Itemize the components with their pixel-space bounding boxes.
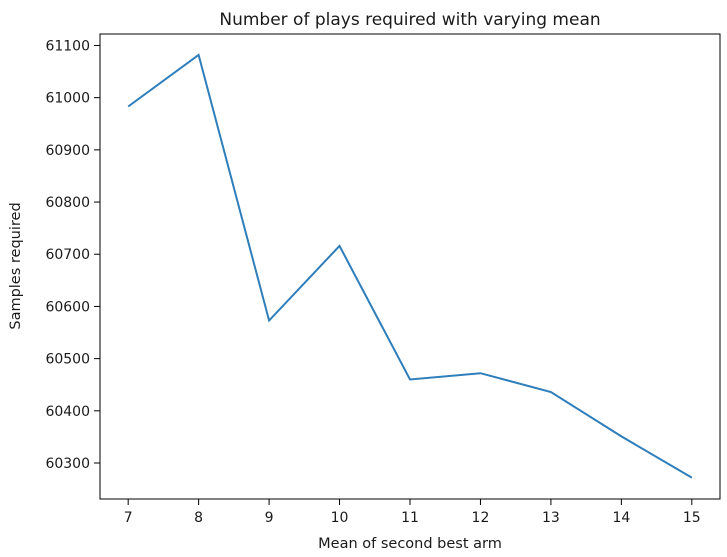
y-tick-label: 60400 bbox=[45, 404, 90, 420]
plot-area: 7 8 9 10 11 12 13 14 15 60300 60400 60500 60600 6070… bbox=[45, 33, 721, 526]
x-tick-label: 14 bbox=[612, 510, 630, 526]
axes-frame bbox=[99, 33, 721, 500]
y-tick-label: 60600 bbox=[45, 299, 90, 315]
x-tick-label: 10 bbox=[331, 510, 349, 526]
chart-title: Number of plays required with varying me… bbox=[219, 10, 600, 30]
y-tick-label: 60900 bbox=[45, 143, 90, 159]
y-tick-label: 60800 bbox=[45, 195, 90, 211]
data-points bbox=[128, 54, 692, 478]
y-tick-label: 60500 bbox=[45, 352, 90, 368]
x-axis: 7 8 9 10 11 12 13 14 15 bbox=[124, 499, 701, 526]
y-tick-label: 61000 bbox=[45, 91, 90, 107]
x-tick-label: 9 bbox=[265, 510, 274, 526]
x-axis-title: Mean of second best arm bbox=[318, 536, 502, 552]
x-tick-label: 12 bbox=[472, 510, 490, 526]
x-tick-label: 11 bbox=[401, 510, 419, 526]
x-tick-label: 8 bbox=[194, 510, 203, 526]
y-tick-label: 60700 bbox=[45, 247, 90, 263]
y-axis: 60300 60400 60500 60600 60700 60800 60900 61000… bbox=[45, 38, 100, 472]
series-line bbox=[127, 53, 693, 479]
y-tick-label: 61100 bbox=[45, 38, 90, 54]
y-tick-label: 60300 bbox=[45, 456, 90, 472]
x-tick-label: 7 bbox=[124, 510, 133, 526]
x-tick-label: 13 bbox=[542, 510, 560, 526]
x-tick-label: 15 bbox=[683, 510, 701, 526]
y-axis-title: Samples required bbox=[8, 202, 24, 329]
